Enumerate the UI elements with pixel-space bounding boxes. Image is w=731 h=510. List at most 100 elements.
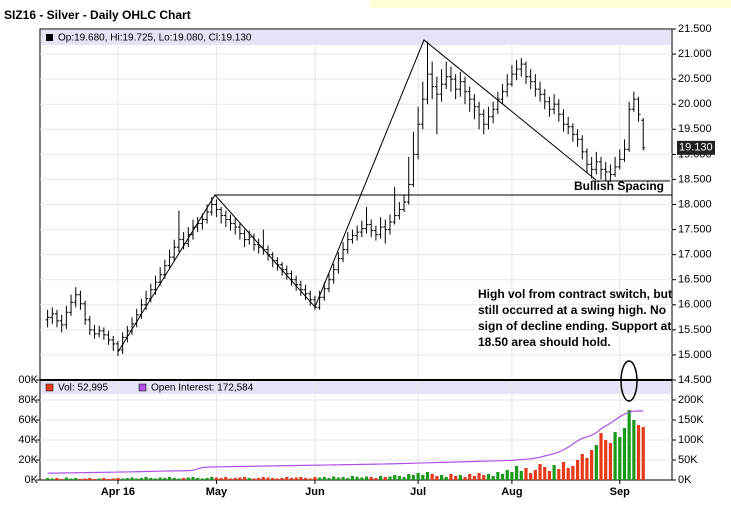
volume-bar [294, 477, 298, 480]
x-tick-label: Sep [610, 486, 630, 498]
volume-bar [416, 473, 420, 480]
y2-tick-label: 100K [678, 434, 704, 446]
volume-bar [515, 466, 519, 480]
volume-bar [374, 478, 378, 480]
volume-bar [280, 478, 284, 480]
volume-bar [529, 473, 533, 480]
volume-bar [196, 478, 200, 480]
volume-bar [411, 475, 416, 480]
volume-bar [482, 475, 486, 480]
x-tick-label: Jun [305, 486, 325, 498]
volume-bar [205, 478, 209, 480]
y-tick-label: 21.000 [678, 48, 712, 60]
volume-bar [636, 425, 641, 480]
volume-bar [533, 470, 537, 480]
volume-bar [397, 476, 401, 480]
top-banner [370, 0, 731, 8]
volume-bar [210, 477, 214, 480]
volume-bar [500, 474, 505, 480]
volume-bar [102, 478, 106, 480]
volume-bar [510, 472, 514, 480]
last-price-box [677, 140, 715, 155]
volume-bar [341, 477, 345, 480]
volume-bar [60, 479, 64, 480]
volume-bar [524, 468, 528, 480]
volume-bar [299, 477, 303, 480]
y-tick-label: 17.500 [678, 223, 712, 235]
legend-swatch [46, 34, 53, 41]
volume-bar [585, 458, 589, 480]
volume-bar [594, 445, 598, 480]
y-tick-label: 40K [18, 434, 38, 446]
y2-tick-label: 150K [678, 414, 704, 426]
volume-bar [472, 476, 476, 480]
volume-bar [121, 478, 125, 480]
x-tick-label: May [206, 486, 228, 498]
volume-bar [144, 477, 148, 480]
y-tick-label: 60K [18, 414, 38, 426]
volume-bar [486, 474, 491, 480]
volume-bar [538, 464, 542, 480]
volume-bar [505, 470, 509, 480]
volume-bar [83, 478, 87, 480]
volume-bar [458, 475, 462, 480]
volume-bar [590, 450, 594, 480]
volume-bar [50, 478, 54, 480]
volume-bar [332, 476, 336, 480]
chart-title: SIZ16 - Silver - Daily OHLC Chart [4, 8, 191, 22]
volume-bar [313, 477, 317, 480]
y-tick-label: 19.500 [678, 123, 712, 135]
volume-bar [622, 428, 627, 480]
volume-bar [158, 477, 162, 480]
y-tick-label: 18.000 [678, 198, 712, 210]
volume-bar [439, 475, 444, 480]
volume-bar [557, 469, 561, 480]
volume-bar [608, 443, 612, 480]
volume-bar [219, 478, 223, 480]
y-tick-label: 20K [18, 454, 38, 466]
last-price-label: 19.130 [679, 142, 713, 154]
volume-bar [74, 478, 78, 480]
volume-bar [477, 473, 481, 480]
legend-swatch [138, 383, 147, 392]
volume-bar [571, 466, 575, 480]
y-tick-label: 16.000 [678, 299, 712, 311]
legend-text: Op:19.680, Hi:19.725, Lo:19.080, Cl:19.1… [58, 33, 252, 44]
volume-bar [430, 474, 434, 480]
volume-bar [238, 477, 242, 480]
volume-bar [327, 478, 331, 480]
volume-bar [547, 471, 552, 480]
volume-header [41, 381, 671, 394]
volume-bar [599, 433, 603, 480]
volume-bar [191, 477, 195, 480]
volume-bar [435, 476, 439, 480]
x-tick-label: Apr 16 [101, 486, 135, 498]
volume-bar [92, 479, 97, 480]
volume-bar [360, 477, 364, 480]
volume-bar [242, 477, 247, 480]
volume-bar [78, 479, 83, 480]
y-tick-label: 00K [18, 374, 38, 386]
volume-bar [364, 476, 369, 480]
y2-tick-label: 0K [678, 474, 692, 486]
volume-bar [289, 478, 294, 480]
y-tick-label: 15.000 [678, 349, 712, 361]
volume-bar [491, 476, 495, 480]
volume-bar [575, 460, 580, 480]
volume-bar [641, 427, 645, 480]
volume-bar [153, 478, 158, 480]
volume-bar [336, 477, 340, 480]
volume-bar [425, 472, 430, 480]
y-tick-label: 0K [25, 474, 39, 486]
legend-swatch [45, 383, 54, 392]
volume-bar [627, 410, 631, 480]
y-tick-label: 20.500 [678, 73, 712, 85]
volume-bar [383, 477, 387, 480]
y-tick-label: 16.500 [678, 274, 712, 286]
y-tick-label: 15.500 [678, 324, 712, 336]
volume-bar [233, 478, 237, 480]
marks [45, 41, 646, 480]
volume-bar [322, 477, 326, 480]
volume-bar [111, 478, 115, 480]
legend-text: Vol: 52,995 [58, 383, 108, 394]
